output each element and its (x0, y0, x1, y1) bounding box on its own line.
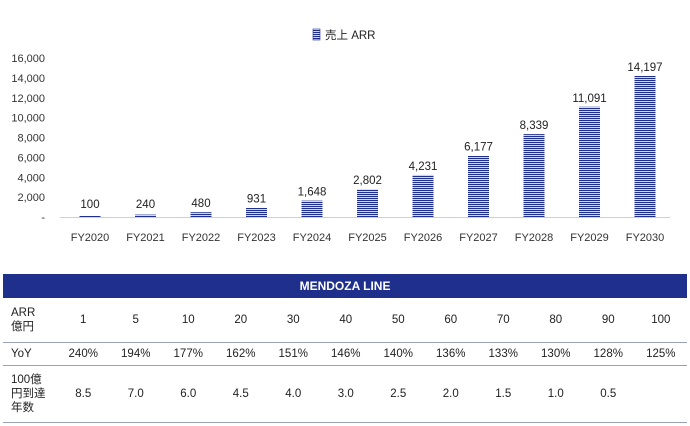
x-tick-label: FY2030 (626, 232, 665, 244)
y-tick-label: 2,000 (17, 192, 45, 204)
table-cell: 146% (319, 342, 372, 366)
x-axis: FY2020 FY2021 FY2022 FY2023 FY2024 FY2025 FY20… (60, 217, 670, 244)
y-axis: - 2,000 4,000 6,000 8,000 10,000 12,000 14,000 1… (11, 53, 45, 224)
table-cell: 162% (214, 342, 267, 366)
table-cell: 100 (651, 314, 671, 326)
bar-fy2024 (301, 200, 323, 217)
x-tick-label: FY2022 (182, 232, 221, 244)
table-cell: 133% (477, 342, 530, 366)
table-cell: 4.5 (214, 365, 267, 423)
row-header: 100億 円到達 年数 (3, 365, 57, 423)
legend-swatch (312, 28, 321, 41)
x-tick-label: FY2026 (404, 232, 443, 244)
bar-fy2022 (190, 212, 212, 217)
bar-fy2021 (135, 214, 156, 217)
data-label: 14,197 (627, 62, 662, 74)
table-cell: 151% (267, 342, 320, 366)
table-cell: 20 (234, 314, 248, 326)
table-cell: 30 (286, 314, 300, 326)
y-tick-label: 8,000 (17, 133, 45, 145)
table-cell: 40 (339, 314, 353, 326)
x-tick-label: FY2027 (459, 232, 498, 244)
bar-fy2030 (634, 75, 656, 217)
data-label: 100 (80, 199, 99, 211)
table-cell: 50 (391, 314, 405, 326)
table-cell: 1.0 (529, 365, 582, 423)
bar-fy2028 (523, 134, 545, 217)
table-title: MENDOZA LINE (3, 274, 688, 298)
y-tick-label: 14,000 (11, 73, 45, 85)
bar-fy2029 (579, 106, 600, 217)
table-cell: 10 (181, 314, 195, 326)
x-tick-label: FY2025 (348, 232, 387, 244)
data-label: 6,177 (464, 142, 493, 154)
table-cell (634, 365, 688, 423)
y-tick-label: 4,000 (17, 172, 45, 184)
bar-fy2025 (357, 189, 378, 217)
table-cell: 125% (634, 342, 688, 366)
table-cell: 8.5 (57, 365, 110, 423)
x-tick-label: FY2020 (71, 232, 110, 244)
y-tick-label: 10,000 (11, 113, 45, 125)
data-labels: 100 240 480 931 1,648 2,802 4,231 6,177 8,339 11,… (80, 62, 662, 211)
data-label: 480 (191, 198, 210, 210)
x-tick-label: FY2029 (570, 232, 609, 244)
arr-bar-chart: 売上 ARR - 2,000 4,000 6,000 8,000 10,000 12,000… (11, 28, 670, 244)
bar-fy2020 (79, 216, 101, 217)
table-cell: 128% (582, 342, 635, 366)
table-cell: 5 (132, 314, 139, 326)
data-label: 8,339 (520, 120, 549, 132)
mendoza-table: MENDOZA LINE ARR 億円 1 5 10 20 30 40 50 60 70 80 90 10… (3, 274, 688, 423)
data-label: 240 (136, 199, 155, 211)
table-cell: 136% (424, 342, 477, 366)
table-cell: 140% (372, 342, 425, 366)
table-cell: 240% (57, 342, 110, 366)
data-label: 4,231 (409, 161, 438, 173)
table-cell: 7.0 (109, 365, 162, 423)
table-cell: 6.0 (162, 365, 215, 423)
table-cell: 2.0 (424, 365, 477, 423)
table-cell: 4.0 (267, 365, 320, 423)
y-tick-label: 6,000 (17, 152, 45, 164)
y-tick-label: 16,000 (11, 53, 45, 65)
x-tick-label: FY2023 (237, 232, 276, 244)
bar-fy2027 (468, 155, 489, 217)
table-cell: 60 (444, 314, 458, 326)
table-cell: 90 (601, 314, 615, 326)
y-tick-label: 12,000 (11, 93, 45, 105)
yoy-row: YoY 240% 194% 177% 162% 151% 146% 140% 136% 133% 1… (3, 342, 688, 366)
row-header: ARR 億円 (11, 307, 36, 333)
table-cell: 194% (109, 342, 162, 366)
x-tick-label: FY2021 (126, 232, 165, 244)
table-title-row: MENDOZA LINE (3, 274, 688, 298)
arr-row: ARR 億円 1 5 10 20 30 40 50 60 70 80 90 100 (3, 298, 687, 343)
data-label: 2,802 (353, 175, 382, 187)
table-cell: 70 (496, 314, 510, 326)
y-tick-label: - (41, 212, 45, 224)
data-label: 1,648 (298, 187, 327, 199)
years-to-100oku-row: 100億 円到達 年数 8.5 7.0 6.0 4.5 4.0 3.0 2.5 2.0 1.5 1.0 0… (3, 365, 688, 423)
table-cell: 3.0 (319, 365, 372, 423)
table-cell: 1.5 (477, 365, 530, 423)
x-tick-label: FY2024 (293, 232, 332, 244)
table-cell: 177% (162, 342, 215, 366)
row-header: YoY (3, 342, 57, 366)
data-label: 11,091 (572, 93, 606, 105)
bars (79, 75, 656, 217)
table-cell: 2.5 (372, 365, 425, 423)
table-cell: 80 (549, 314, 563, 326)
bar-fy2026 (412, 174, 434, 217)
legend-label: 売上 ARR (325, 29, 375, 42)
chart-legend: 売上 ARR (312, 28, 375, 42)
table-cell: 1 (80, 314, 87, 326)
table-cell: 0.5 (582, 365, 635, 423)
table-cell: 130% (529, 342, 582, 366)
data-label: 931 (247, 194, 266, 206)
bar-fy2023 (246, 207, 267, 217)
x-tick-label: FY2028 (515, 232, 554, 244)
